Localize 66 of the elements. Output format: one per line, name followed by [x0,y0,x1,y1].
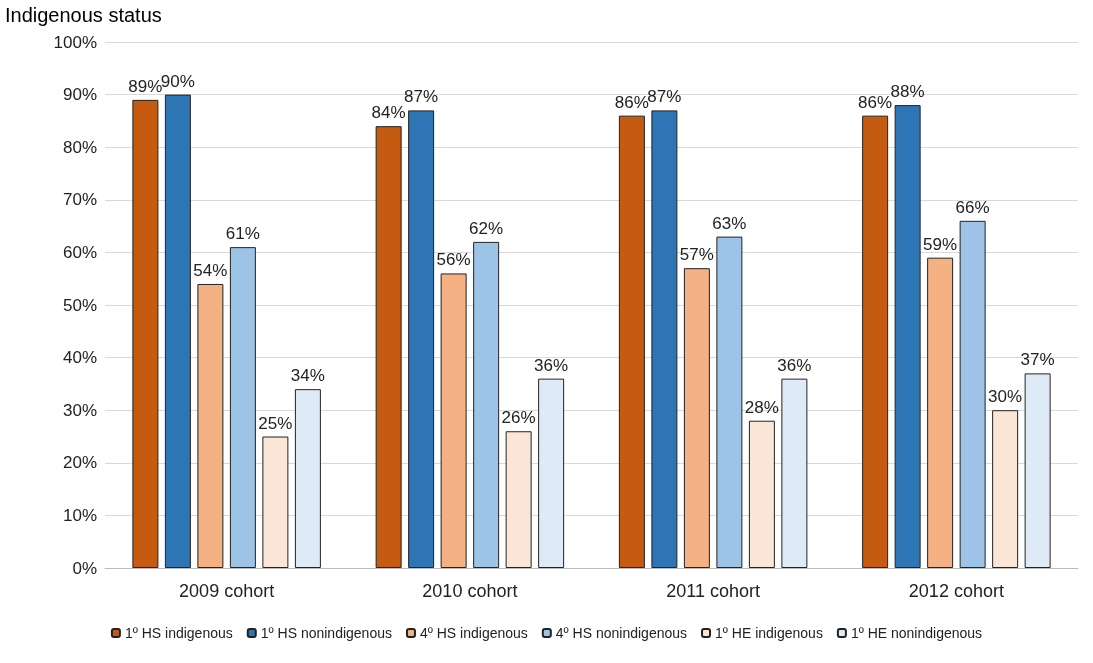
bar [440,273,467,568]
data-label: 57% [679,245,714,265]
y-tick-label: 50% [62,295,97,315]
legend-label: 4º HS nonindigenous [555,625,688,641]
bar [618,115,645,568]
data-label: 37% [1020,350,1055,370]
bar [375,126,402,568]
bar [229,247,256,568]
chart-title: Indigenous status [5,4,162,26]
x-tick-label: 2011 cohort [666,581,760,601]
data-label: 28% [744,397,779,417]
data-label: 59% [923,234,958,254]
bar [862,115,889,568]
bar [716,236,743,568]
bar [505,431,532,568]
data-label: 87% [404,87,439,107]
data-label: 30% [988,387,1023,407]
y-tick-label: 70% [62,190,97,210]
y-tick-label: 30% [62,400,97,420]
data-label: 25% [258,413,293,433]
data-label: 36% [777,355,812,375]
data-label: 26% [501,408,536,428]
legend-label: 1º HS nonindigenous [260,625,392,641]
data-label: 63% [712,213,747,233]
y-tick-label: 100% [53,32,97,52]
bar [197,283,224,568]
y-tick-label: 0% [72,558,97,578]
legend-label: 1º HS indigenous [124,625,233,641]
bar [262,436,289,568]
bar [894,105,921,568]
bar [132,99,159,568]
data-label: 62% [469,218,504,238]
bar [473,241,500,568]
x-tick-label: 2009 cohort [179,581,275,601]
bar [651,110,678,568]
legend-label: 1º HE indigenous [715,625,823,641]
data-label: 56% [436,250,471,270]
y-tick-label: 80% [62,137,97,157]
data-label: 36% [534,355,569,375]
y-tick-label: 40% [62,348,97,368]
bar [781,378,808,568]
data-label: 88% [890,82,925,102]
data-label: 54% [193,260,228,280]
x-tick-label: 2012 cohort [908,581,1004,601]
legend-label: 1º HE nonindigenous [850,625,983,641]
bar [683,268,710,568]
y-tick-label: 90% [62,85,97,105]
y-tick-label: 60% [62,242,97,262]
bar [748,420,775,568]
y-tick-label: 10% [62,505,97,525]
data-label: 34% [290,366,325,386]
bar [959,220,986,568]
legend-label: 4º HS indigenous [419,625,528,641]
data-label: 66% [955,197,990,217]
bar [992,410,1019,568]
data-label: 84% [371,103,406,123]
bar [1024,373,1051,568]
y-tick-label: 20% [62,453,97,473]
bar [927,257,954,568]
data-label: 86% [614,92,649,112]
x-tick-label: 2010 cohort [422,581,518,601]
bar [408,110,435,568]
bar [164,94,191,568]
bar [538,378,565,568]
data-label: 61% [225,224,260,244]
bar [294,389,321,568]
